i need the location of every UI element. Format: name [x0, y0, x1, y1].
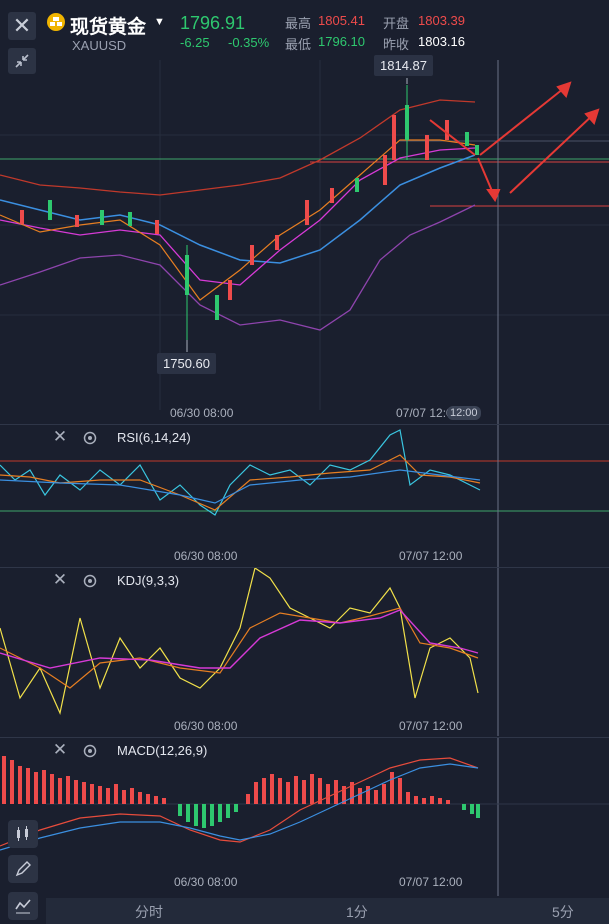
kdj-gear-icon[interactable]: [82, 573, 98, 589]
price-change-percent: -0.35%: [228, 35, 270, 50]
gold-coin-icon: [47, 13, 65, 31]
tab-timeshare[interactable]: 分时: [135, 904, 163, 920]
kdj-title: KDJ(9,3,3): [117, 573, 180, 588]
kdj-time-label-2: 07/07 12:00: [399, 719, 463, 733]
instrument-symbol: XAUUSD: [72, 38, 127, 53]
trend-arrows[interactable]: [429, 81, 600, 203]
main-kline-chart[interactable]: [0, 60, 609, 425]
price-change: -6.25: [180, 35, 210, 50]
shrink-button[interactable]: [8, 48, 36, 74]
macd-time-label-2: 07/07 12:00: [399, 875, 463, 889]
rsi-gear-icon[interactable]: [82, 430, 98, 446]
max-price-tag: 1814.87: [374, 55, 433, 76]
main-time-label-1: 06/30 08:00: [170, 406, 234, 420]
last-price: 1796.91: [180, 13, 246, 33]
indicator-icon: [15, 899, 31, 914]
macd-gear-icon[interactable]: [82, 743, 98, 759]
candlestick-icon: [17, 826, 28, 841]
rsi-close-icon[interactable]: ✕: [52, 427, 68, 446]
open-label: 开盘: [383, 16, 410, 31]
low-value: 1796.10: [318, 34, 365, 49]
open-value: 1803.39: [418, 13, 465, 28]
rsi-chart[interactable]: [0, 425, 609, 567]
timeframe-tabbar: [46, 898, 609, 924]
crosshair-time-badge: 12:00: [447, 406, 481, 420]
dropdown-caret-icon[interactable]: ▼: [154, 16, 165, 28]
high-value: 1805.41: [318, 13, 365, 28]
indicator-button[interactable]: [8, 892, 38, 920]
min-price-tag: 1750.60: [157, 353, 216, 374]
draw-tool-button[interactable]: [8, 855, 38, 883]
macd-close-icon[interactable]: ✕: [52, 740, 68, 759]
prev-close-label: 昨收: [383, 37, 410, 52]
pen-icon: [15, 861, 31, 877]
tab-1min[interactable]: 1分: [346, 904, 368, 920]
close-button[interactable]: ✕: [8, 12, 36, 40]
tab-5min[interactable]: 5分: [552, 904, 574, 920]
prev-close-value: 1803.16: [418, 34, 465, 49]
kdj-chart[interactable]: [0, 568, 609, 736]
kdj-time-label-1: 06/30 08:00: [174, 719, 238, 733]
shrink-icon: [15, 54, 29, 68]
main-time-label-2: 07/07 12:00: [396, 406, 460, 420]
rsi-time-label-2: 07/07 12:00: [399, 549, 463, 563]
low-label: 最低: [285, 37, 312, 52]
kdj-close-icon[interactable]: ✕: [52, 570, 68, 589]
macd-time-label-1: 06/30 08:00: [174, 875, 238, 889]
high-label: 最高: [285, 16, 312, 31]
rsi-title: RSI(6,14,24): [117, 430, 191, 445]
close-icon: ✕: [12, 13, 32, 38]
candlestick-button[interactable]: [8, 820, 38, 848]
rsi-time-label-1: 06/30 08:00: [174, 549, 238, 563]
instrument-name[interactable]: 现货黄金: [70, 17, 147, 38]
macd-bars: [0, 756, 480, 851]
macd-title: MACD(12,26,9): [117, 743, 208, 758]
